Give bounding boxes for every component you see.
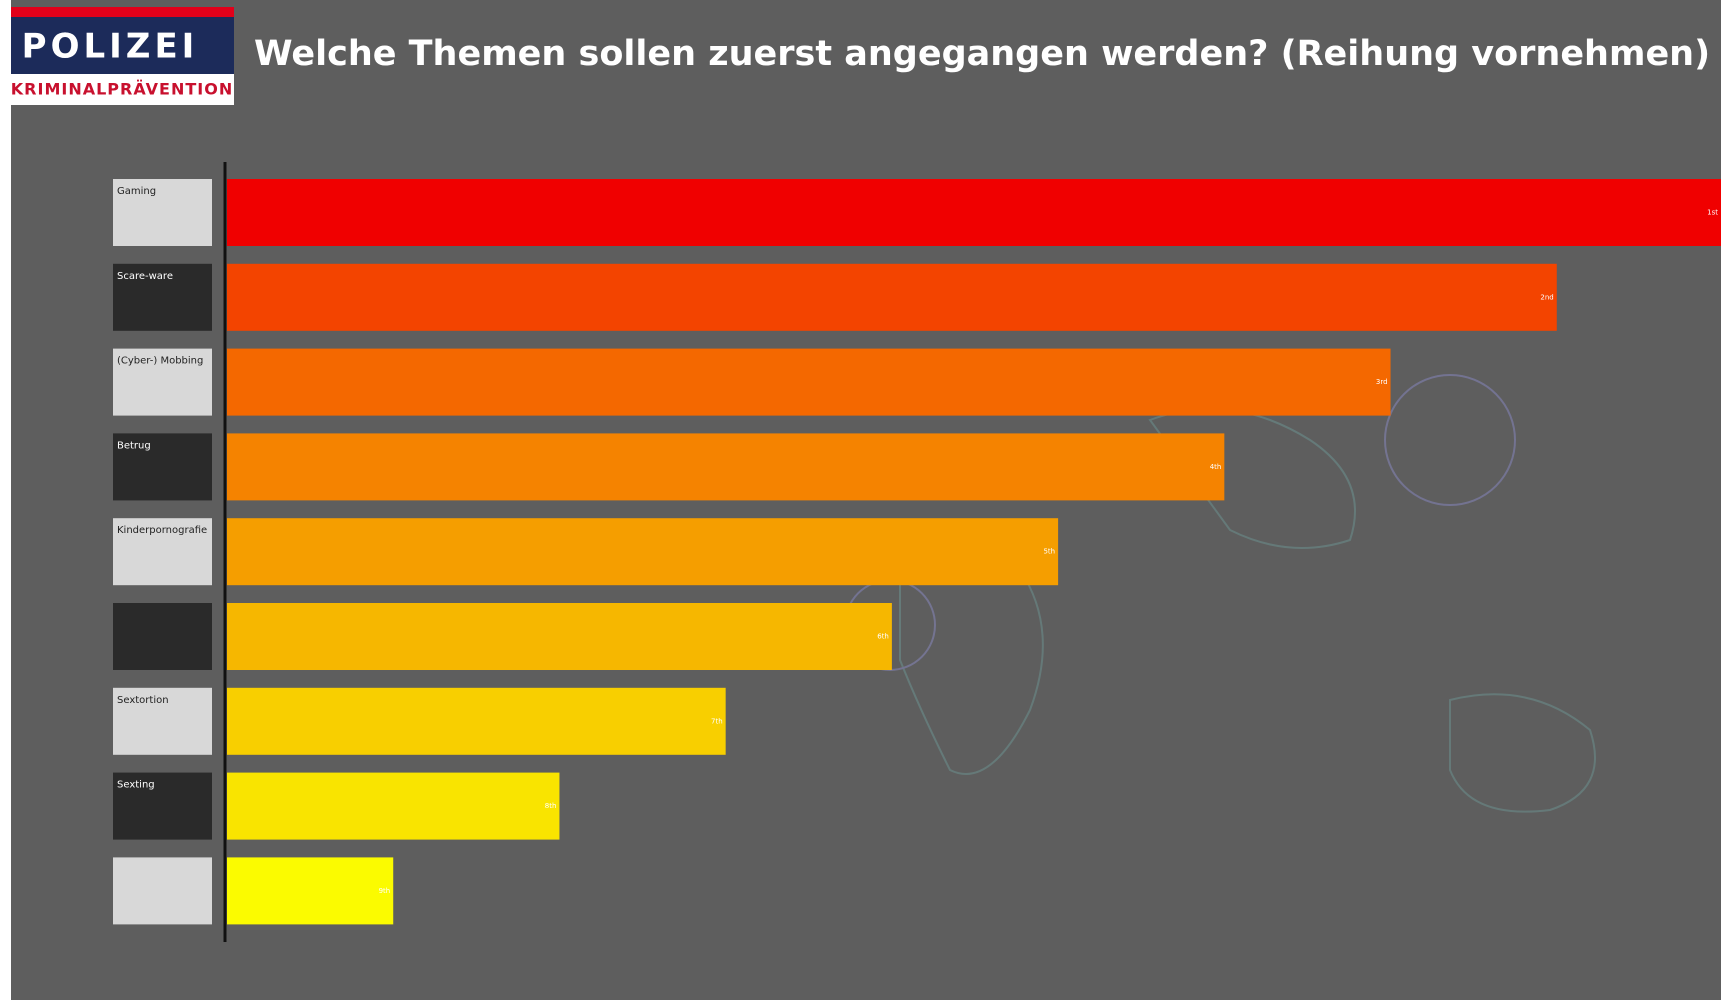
category-label: (Cyber-) Mobbing bbox=[117, 356, 203, 367]
value-label: 5th bbox=[1043, 548, 1055, 556]
bar bbox=[227, 433, 1224, 500]
logo-title: POLIZEI bbox=[22, 27, 199, 67]
category-image bbox=[113, 603, 212, 670]
logo-subtitle: KRIMINALPRÄVENTION bbox=[11, 80, 233, 99]
value-label: 4th bbox=[1210, 463, 1222, 471]
value-label: 1st bbox=[1707, 209, 1718, 217]
category-label: Betrug bbox=[117, 440, 151, 451]
value-label: 3rd bbox=[1376, 378, 1388, 386]
value-label: 9th bbox=[379, 887, 391, 895]
value-label: 2nd bbox=[1540, 293, 1553, 301]
category-label: Kinderpornografie bbox=[117, 525, 207, 536]
category-label: Sextortion bbox=[117, 695, 169, 706]
bar bbox=[227, 349, 1391, 416]
bar bbox=[227, 773, 559, 840]
bar bbox=[227, 264, 1557, 331]
value-label: 6th bbox=[877, 633, 889, 641]
value-label: 8th bbox=[545, 802, 557, 810]
value-label: 7th bbox=[711, 717, 723, 725]
category-label: Sexting bbox=[117, 780, 155, 791]
bar bbox=[227, 857, 393, 924]
bar bbox=[227, 518, 1058, 585]
bar bbox=[227, 688, 726, 755]
bar bbox=[227, 603, 892, 670]
logo: POLIZEI KRIMINALPRÄVENTION bbox=[11, 7, 234, 105]
bar bbox=[227, 179, 1721, 246]
chart-title: Welche Themen sollen zuerst angegangen w… bbox=[254, 34, 1710, 74]
category-label: Scare-ware bbox=[117, 271, 173, 282]
slide: POLIZEI KRIMINALPRÄVENTION Welche Themen… bbox=[0, 0, 1721, 1000]
page: POLIZEI KRIMINALPRÄVENTION Welche Themen… bbox=[0, 0, 1721, 1000]
category-label: Gaming bbox=[117, 186, 156, 197]
category-image bbox=[113, 857, 212, 924]
logo-stripe bbox=[11, 7, 234, 17]
